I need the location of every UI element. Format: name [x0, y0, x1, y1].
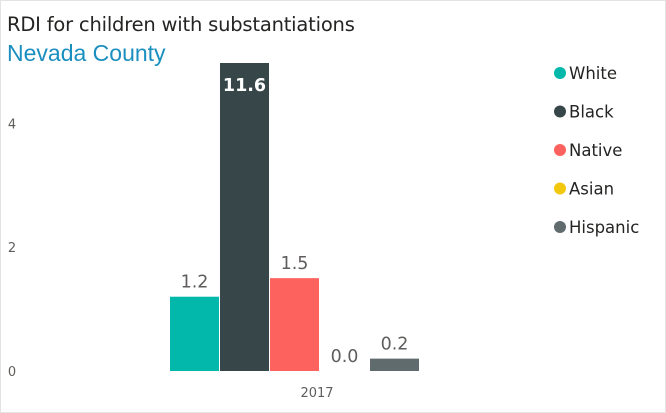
chart-title: RDI for children with substantiations [7, 13, 355, 36]
legend-label-black: Black [569, 103, 614, 122]
bar-white [170, 296, 219, 371]
y-tick-label: 0 [8, 365, 16, 380]
data-label-hispanic: 0.2 [381, 335, 409, 355]
data-label-black: 11.6 [223, 76, 266, 96]
data-label-asian: 0.0 [331, 347, 359, 367]
bar-black [220, 63, 269, 371]
legend-marker-asian [554, 182, 566, 195]
legend-label-asian: Asian [569, 180, 614, 199]
y-tick-label: 2 [8, 241, 16, 256]
y-tick-label: 4 [8, 117, 16, 132]
data-label-native: 1.5 [281, 254, 309, 274]
legend-marker-white [554, 67, 566, 79]
legend-marker-native [554, 144, 566, 156]
chart-subtitle: Nevada County [7, 40, 166, 66]
legend-label-native: Native [569, 141, 622, 160]
legend-label-white: White [569, 64, 617, 83]
legend-marker-hispanic [554, 221, 566, 233]
bar-native [270, 278, 319, 371]
data-label-white: 1.2 [181, 273, 209, 293]
x-tick-label: 2017 [300, 386, 333, 401]
legend-marker-black [554, 105, 566, 118]
legend-label-hispanic: Hispanic [569, 218, 639, 237]
bar-hispanic [370, 358, 419, 371]
